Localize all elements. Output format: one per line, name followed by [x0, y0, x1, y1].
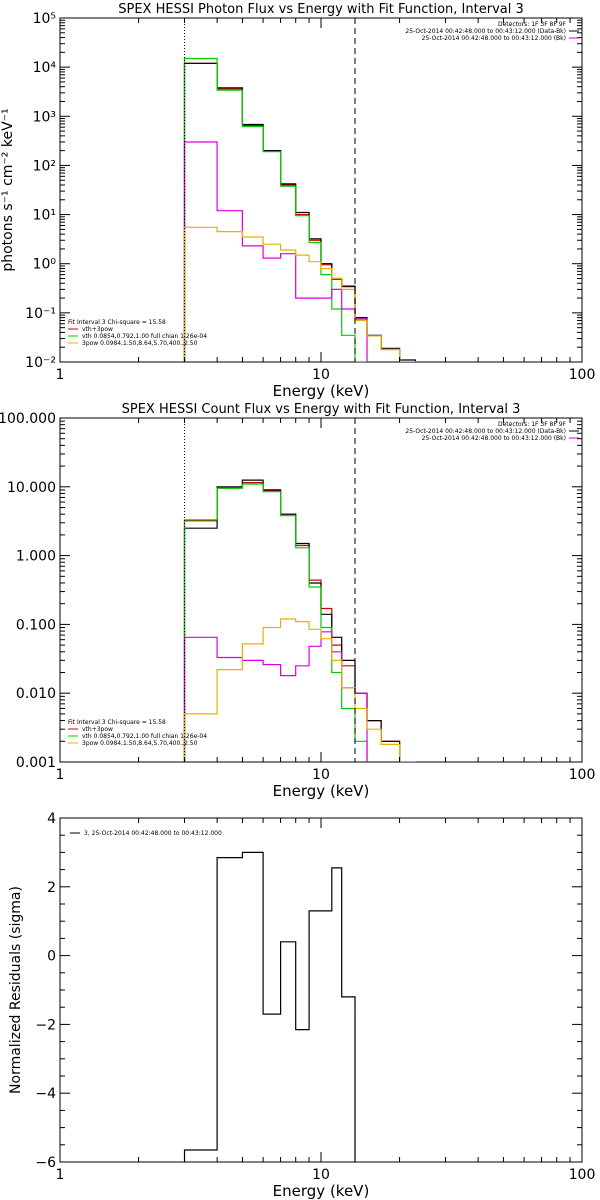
plot-area	[183, 851, 356, 1162]
y-tick-label: 0.001	[16, 755, 56, 771]
y-axis-label: Normalized Residuals (sigma)	[8, 886, 24, 1094]
y-tick-label: 2	[47, 880, 56, 896]
x-tick-label: 100	[569, 1167, 596, 1183]
y-tick-label: 10¹	[33, 208, 56, 224]
x-tick-label: 1	[56, 1167, 65, 1183]
series-data-line	[183, 62, 416, 362]
legend-top-right-entry: Detectors: 1F 3F 8F 9F	[498, 21, 567, 28]
legend-residual-entry: 3, 25-Oct-2014 00:42:48.000 to 00:43:12.…	[84, 830, 222, 837]
y-tick-label: 10⁻¹	[25, 306, 56, 322]
x-tick-label: 100	[569, 767, 596, 783]
y-tick-label: 0	[47, 949, 56, 965]
legend-top-right-entry: 25-Oct-2014 00:42:48.000 to 00:43:12.000…	[422, 35, 566, 42]
series-bk-line	[183, 141, 368, 362]
x-axis-label: Energy (keV)	[273, 1182, 370, 1200]
y-tick-label: −2	[35, 1017, 56, 1033]
y-tick-label: 10⁴	[33, 60, 57, 76]
legend-fit-entry: Fit Interval 3 Chi-square = 15.58	[68, 719, 166, 726]
series-total-line	[183, 62, 416, 362]
y-tick-label: −6	[35, 1155, 56, 1171]
y-tick-label: 10.000	[7, 480, 56, 496]
series-3pow-line	[183, 618, 416, 762]
y-tick-label: 4	[47, 811, 56, 827]
x-tick-label: 100	[569, 367, 596, 383]
y-tick-label: 10³	[33, 109, 56, 125]
count-flux-panel: 1 10 100 0.001 0.010 0.100 1.000 10.000 100.000 S…	[0, 402, 595, 800]
legend-fit-entry: 3pow 0.0984,1.50,8.64,5.70,400.,2.50	[82, 740, 198, 747]
y-tick-label: 100.000	[0, 411, 56, 427]
series-3pow-line	[183, 226, 416, 362]
series-vth-line	[183, 57, 368, 362]
plot-frame	[59, 17, 583, 363]
y-tick-label: 10²	[33, 158, 56, 174]
x-tick-label: 10	[312, 767, 330, 783]
plot-area	[183, 479, 416, 762]
x-tick-label: 10	[312, 367, 330, 383]
photon-flux-panel: 1 10 100 10⁻² 10⁻¹ 10⁰ 10¹ 10² 10³ 10⁴ 10⁵ SPEX HES…	[0, 2, 595, 400]
residuals-panel: 1 10 100 −6 −4 −2 0 2 4 Energy (keV) Normalized Re…	[8, 811, 595, 1200]
series-residuals-line	[183, 851, 356, 1162]
legend-fit-entry: vth 0.0854,0.792,1.00 full chian 1.26e-0…	[82, 333, 207, 340]
y-tick-label: 1.000	[16, 549, 56, 565]
y-tick-label: 0.100	[16, 617, 56, 633]
series-vth-line	[183, 483, 368, 762]
legend-top-right-entry: Detectors: 1F 3F 8F 9F	[498, 421, 567, 428]
legend-top-right-entry: 25-Oct-2014 00:42:48.000 to 00:43:12.000…	[405, 28, 566, 35]
y-axis-label: photons s⁻¹ cm⁻² keV⁻¹	[0, 108, 16, 271]
x-tick-label: 1	[56, 367, 65, 383]
chart-title: SPEX HESSI Count Flux vs Energy with Fit…	[122, 402, 521, 417]
x-tick-label: 1	[56, 767, 65, 783]
legend-fit-entry: vth+3pow	[82, 726, 113, 733]
legend-top-right-entry: 25-Oct-2014 00:42:48.000 to 00:43:12.000…	[422, 435, 566, 442]
y-tick-label: 10⁵	[33, 11, 56, 27]
series-bk-line	[183, 631, 368, 762]
plot-frame	[59, 817, 583, 1163]
y-tick-label: −4	[35, 1086, 56, 1102]
legend-fit-entry: vth 0.0854,0.792,1.00 full chian 1.26e-0…	[82, 733, 207, 740]
legend-top-right-entry: 25-Oct-2014 00:42:48.000 to 00:43:12.000…	[405, 428, 566, 435]
y-tick-label: 0.010	[16, 686, 56, 702]
legend-fit-entry: vth+3pow	[82, 326, 113, 333]
y-tick-label: 10⁰	[33, 257, 57, 273]
x-axis-label: Energy (keV)	[273, 782, 370, 800]
x-tick-label: 10	[312, 1167, 330, 1183]
legend-fit-entry: Fit Interval 3 Chi-square = 15.58	[68, 319, 166, 326]
legend-fit-entry: 3pow 0.0984,1.50,8.64,5.70,400.,2.50	[82, 340, 198, 347]
y-tick-label: 10⁻²	[25, 355, 56, 371]
plot-area	[183, 57, 416, 362]
chart-title: SPEX HESSI Photon Flux vs Energy with Fi…	[118, 2, 524, 17]
x-axis-label: Energy (keV)	[273, 382, 370, 400]
